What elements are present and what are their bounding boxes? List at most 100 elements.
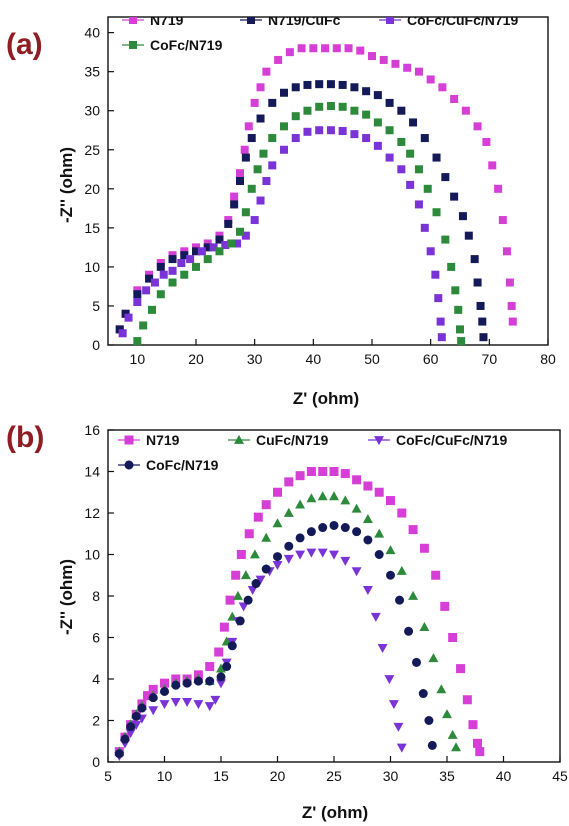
legend-entry: N719 [118, 432, 180, 448]
data-point [340, 556, 351, 566]
data-point [148, 706, 159, 716]
data-point [295, 550, 306, 560]
plot-frame-a [107, 16, 549, 346]
data-point [291, 112, 300, 121]
data-point [274, 55, 283, 64]
y-tick-label: 20 [84, 181, 100, 197]
tick-group-b: 5 10 15 20 25 30 35 40 45 0 2 4 6 8 10 12 14 16 [84, 422, 568, 784]
legend-marker [124, 435, 134, 445]
series-group-a [115, 44, 517, 346]
data-point [451, 742, 461, 752]
data-point [488, 161, 497, 170]
data-point [215, 235, 224, 244]
series-group-b [114, 467, 485, 761]
data-point [280, 88, 288, 97]
data-point [404, 626, 414, 636]
data-point [262, 177, 271, 185]
data-point [306, 527, 316, 537]
data-point [391, 59, 400, 68]
data-point [329, 520, 339, 530]
data-point [344, 44, 353, 53]
data-point [338, 80, 347, 89]
data-point [205, 662, 215, 672]
data-point [227, 641, 237, 651]
data-point [456, 325, 464, 334]
data-point [505, 278, 514, 287]
data-point [426, 247, 435, 256]
data-point [350, 83, 359, 92]
data-point [362, 134, 371, 143]
data-point [192, 247, 200, 256]
legend-label: CoFc/CuFc/N719 [396, 432, 507, 448]
data-point [363, 535, 373, 545]
data-point [448, 633, 458, 642]
data-point [438, 83, 447, 92]
y-tick-label: 14 [84, 464, 100, 480]
series-cofc-cufc-n719 [118, 126, 446, 342]
y-tick-label: 0 [92, 337, 100, 353]
data-point [268, 98, 277, 107]
data-point [470, 255, 479, 264]
data-point [441, 173, 450, 182]
legend-label: N719 [150, 12, 184, 28]
legend-entry: CuFc/N719 [228, 432, 329, 448]
data-point [180, 270, 189, 279]
data-point [139, 321, 148, 330]
data-point [241, 208, 250, 217]
data-point [379, 55, 388, 64]
x-tick-label: 30 [383, 768, 399, 784]
legend-b: N719 CuFc/N719 CoFc/CuFc/N719 CoFc/N719 [118, 432, 507, 473]
data-point [209, 243, 218, 252]
x-tick-label: 35 [439, 768, 455, 784]
data-point [374, 487, 384, 497]
data-point [340, 523, 350, 533]
data-point [268, 161, 277, 170]
tick-group-a: 10 20 30 40 50 60 70 80 0 5 10 15 20 25 30 35 40 [84, 25, 556, 367]
data-point [244, 122, 253, 131]
data-point [114, 749, 124, 759]
data-point [253, 512, 263, 522]
data-point [329, 467, 339, 476]
series-n719-cufc [115, 80, 488, 342]
data-point [374, 528, 385, 538]
data-point [253, 165, 262, 174]
legend-entry: CoFc/CuFc/N719 [379, 17, 518, 28]
y-tick-label: 35 [84, 64, 100, 80]
data-point [397, 106, 406, 115]
data-point [216, 679, 226, 689]
data-point [133, 290, 142, 299]
data-point [350, 106, 359, 115]
data-point [214, 647, 224, 657]
data-point [303, 127, 312, 136]
data-point [285, 48, 294, 57]
data-point [273, 552, 282, 562]
legend-entries: N719 N719/CuFc CoFc/CuFc/N719 CoFc/N719 [122, 12, 518, 53]
data-point [235, 616, 245, 626]
data-point [247, 585, 258, 595]
data-point [125, 729, 136, 739]
data-point [309, 44, 318, 53]
data-point [168, 255, 177, 264]
data-point [137, 703, 147, 713]
y-tick-label: 0 [92, 754, 100, 770]
data-point [145, 274, 154, 283]
data-point [475, 747, 485, 757]
data-point [241, 231, 250, 240]
data-point [156, 290, 165, 299]
data-point [221, 241, 230, 250]
data-point [203, 243, 212, 252]
data-point [356, 46, 365, 55]
data-point [318, 523, 328, 533]
y-axis-title-b: -Z'' (ohm) [57, 559, 76, 635]
data-point [160, 678, 169, 688]
data-point [225, 595, 235, 605]
data-point [473, 738, 483, 748]
data-point [478, 317, 487, 326]
data-point [329, 550, 339, 560]
data-point [414, 165, 423, 174]
data-point [272, 561, 283, 571]
data-point [373, 141, 382, 150]
y-tick-label: 25 [84, 142, 100, 158]
data-point [297, 44, 306, 53]
data-point [261, 564, 271, 574]
